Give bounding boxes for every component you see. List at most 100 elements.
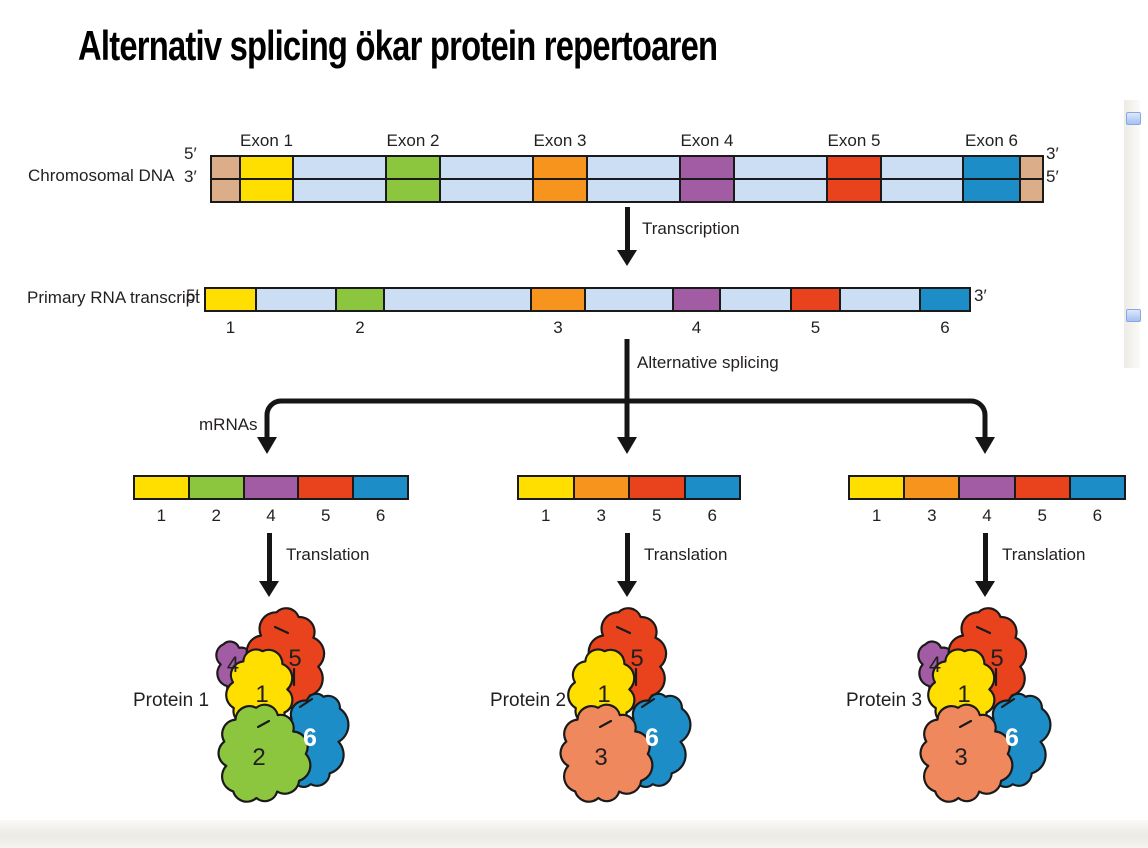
domain-boundary-tick-icon [958, 719, 973, 729]
exon-label: Exon 2 [386, 131, 440, 150]
exon-number: 5 [321, 506, 331, 525]
side-panel-strip [1124, 100, 1140, 368]
intron-segment [584, 289, 672, 310]
exon-number: 2 [355, 318, 365, 337]
translation-arrow-3-head-icon [975, 581, 995, 597]
domain-boundary-tick-icon [298, 697, 314, 709]
exon-segment: 5 [628, 477, 684, 525]
dna-strand-divider [212, 178, 1042, 180]
exon-segment: 3 [903, 477, 959, 525]
translation-arrow-3-icon [982, 533, 988, 581]
scroll-button-bottom-icon[interactable] [1126, 309, 1141, 322]
domain-boundary-tick-icon [273, 625, 290, 635]
exon-number: 1 [871, 506, 882, 525]
protein-domain-blob-3 [919, 703, 1014, 803]
exon-segment: 6 [683, 477, 739, 525]
translation-arrow-1-head-icon [259, 581, 279, 597]
translation-label-3: Translation [1002, 545, 1086, 564]
exon-segment: 4 [672, 289, 719, 337]
exon-segment: 3 [530, 289, 584, 337]
protein-3-label: Protein 3 [846, 690, 923, 711]
domain-boundary-tick-icon [975, 625, 992, 635]
domain-number-4: 4 [227, 652, 239, 677]
exon-number: 1 [225, 318, 236, 337]
intron-segment [255, 289, 335, 310]
exon-segment: 5 [1013, 477, 1069, 525]
exon-segment: 2 [335, 289, 383, 337]
exon-number: 4 [266, 506, 276, 525]
translation-arrow-2-head-icon [617, 581, 637, 597]
transcription-arrow-head-icon [617, 250, 637, 266]
exon-segment: 1 [135, 477, 188, 525]
slide-title: Alternativ splicing ökar protein reperto… [78, 22, 718, 69]
domain-number-2: 2 [252, 744, 265, 771]
translation-arrow-2-icon [624, 533, 630, 581]
domain-number-4: 4 [929, 652, 941, 677]
exon-label: Exon 1 [240, 131, 293, 150]
exon-segment: 4 [242, 477, 298, 525]
scroll-button-top-icon[interactable] [1126, 112, 1141, 125]
exon-number: 5 [810, 318, 821, 337]
exon-number: 6 [707, 506, 717, 525]
exon-number: 3 [596, 506, 606, 525]
exon-segment: 3 [572, 477, 628, 525]
transcription-label: Transcription [642, 219, 740, 238]
exon-number: 3 [927, 506, 937, 525]
protein-2-label: Protein 2 [490, 690, 567, 711]
transcription-arrow-icon [624, 207, 630, 250]
protein-domain-blob-2 [217, 703, 312, 803]
exon-segment: 4 [958, 477, 1014, 525]
domain-number-1: 1 [255, 681, 268, 708]
exon-number: 4 [982, 506, 992, 525]
domain-number-5: 5 [630, 645, 643, 672]
domain-boundary-tick-icon [615, 625, 632, 635]
exon-segment: 5 [790, 289, 839, 337]
domain-number-5: 5 [990, 645, 1003, 672]
exon-number: 4 [691, 318, 702, 337]
protein-1-label: Protein 1 [133, 690, 210, 711]
exon-label: Exon 5 [827, 131, 881, 150]
domain-number-6: 6 [1005, 724, 1019, 752]
exon-segment: 5 [297, 477, 353, 525]
dna-5prime-right-label: 5′ [1046, 167, 1059, 186]
bottom-edge-band [0, 820, 1148, 848]
domain-number-3: 3 [594, 744, 607, 771]
exon-label: Exon 4 [680, 131, 734, 150]
rna-3prime-label: 3′ [974, 286, 987, 305]
exon-label: Exon 6 [965, 131, 1018, 150]
protein-domain-blob-3 [559, 703, 654, 803]
exon-segment: 6 [352, 477, 407, 525]
rna-5prime-label: 5′ [186, 286, 199, 305]
mrnas-label: mRNAs [199, 415, 258, 434]
dna-3prime-left-label: 3′ [184, 167, 197, 186]
intron-segment [839, 289, 919, 310]
chromosomal-dna-label: Chromosomal DNA [28, 166, 175, 185]
domain-boundary-tick-icon [1000, 697, 1016, 709]
translation-label-2: Translation [644, 545, 728, 564]
domain-number-1: 1 [597, 681, 610, 708]
domain-number-6: 6 [645, 724, 659, 752]
exon-number: 1 [156, 506, 167, 525]
intron-segment [719, 289, 790, 310]
exon-number: 6 [940, 318, 950, 337]
domain-boundary-tick-icon [598, 719, 613, 729]
domain-number-6: 6 [303, 724, 317, 752]
exon-segment: 1 [519, 477, 573, 525]
domain-boundary-tick-icon [640, 697, 656, 709]
mrna-bar-3: 1 3 4 5 6 [848, 475, 1126, 525]
dna-3prime-right-label: 3′ [1046, 144, 1059, 163]
exon-segment: 2 [187, 477, 243, 525]
mrna-bar-1: 1 2 4 5 6 [133, 475, 409, 525]
dna-5prime-left-label: 5′ [184, 144, 197, 163]
mrna-bar-2: 1 3 5 6 [517, 475, 741, 525]
domain-boundary-tick-icon [256, 719, 271, 729]
protein-figure-2: 51 6 3 [559, 607, 692, 803]
exon-segment: 1 [206, 289, 255, 337]
protein-figure-1: 4 51 6 2 [215, 607, 350, 803]
alternative-splicing-label: Alternative splicing [637, 353, 779, 372]
exon-segment: 6 [1068, 477, 1125, 525]
translation-arrow-1-icon [266, 533, 272, 581]
protein-figure-3: 4 51 6 3 [917, 607, 1052, 803]
dna-bar: Exon 1 Exon 2 Exon 3 Exon 4 Exon 5 Exon 6 [210, 132, 1044, 203]
exon-number: 5 [1037, 506, 1047, 525]
